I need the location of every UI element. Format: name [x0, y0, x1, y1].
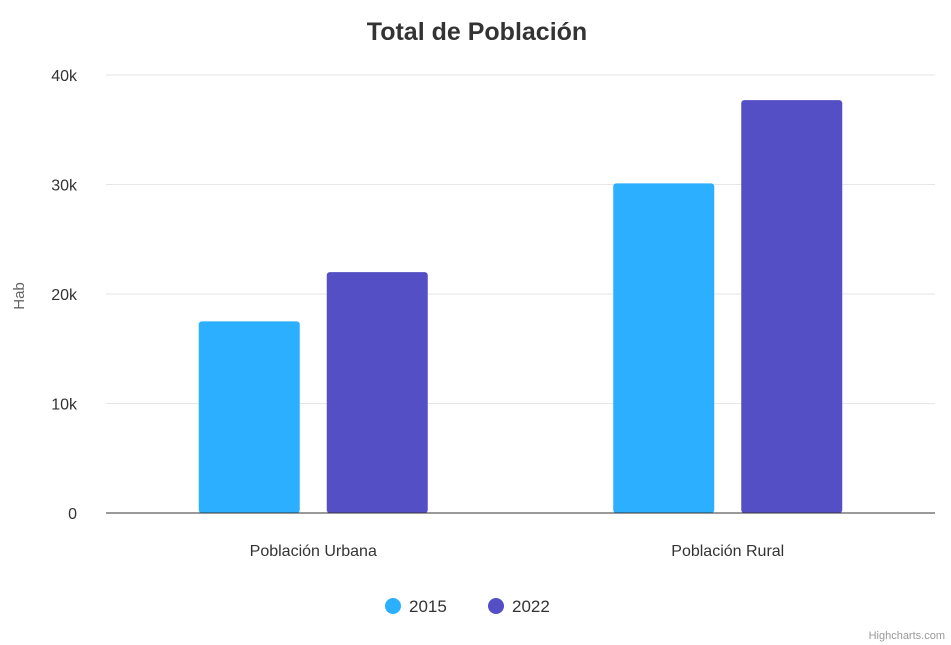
legend-item-2022[interactable]: 2022	[488, 597, 550, 616]
legend-marker	[385, 598, 401, 614]
legend: 2015 2022	[385, 597, 550, 616]
legend-label: 2022	[512, 597, 550, 616]
y-tick-label: 40k	[51, 68, 78, 85]
bar-2022-1	[326, 272, 428, 513]
legend-marker	[488, 598, 504, 614]
bar-2015-2	[613, 183, 715, 513]
bar-2015-1	[198, 321, 300, 513]
chart-title: Total de Población	[367, 18, 587, 46]
y-tick-label: 10k	[51, 397, 78, 414]
y-tick-label: 0	[68, 506, 77, 523]
y-tick-label: 30k	[51, 178, 78, 195]
bars	[198, 100, 843, 513]
y-tick-label: 20k	[51, 287, 78, 304]
y-axis-title: Hab	[11, 282, 28, 310]
x-tick-label: Población Urbana	[250, 543, 377, 560]
x-tick-label: Población Rural	[671, 543, 784, 560]
bar-2022-2	[741, 100, 843, 513]
axes: 0 10k 20k 30k 40k Población Urbana Población R…	[51, 68, 935, 560]
credits-link[interactable]: Highcharts.com	[868, 630, 945, 642]
legend-item-2015[interactable]: 2015	[385, 597, 447, 616]
legend-label: 2015	[409, 597, 447, 616]
